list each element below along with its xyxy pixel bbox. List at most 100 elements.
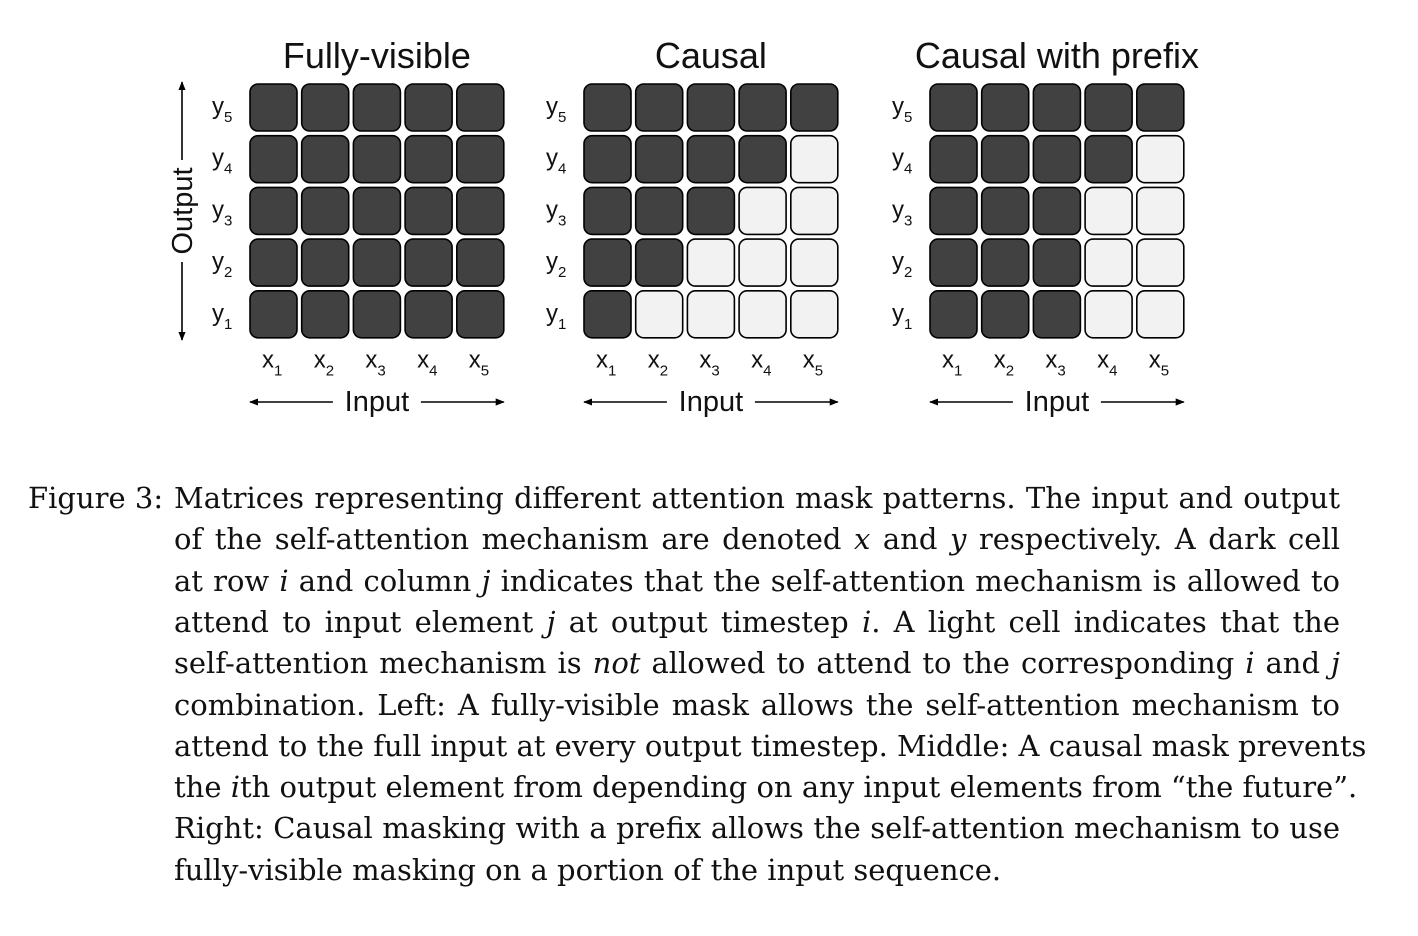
column-label: x3	[699, 347, 719, 380]
mask-cell-visible	[634, 134, 684, 184]
mask-cell-visible	[404, 134, 453, 184]
mask-panel-2: Causal y5 y4 y3 y2 y1 x1 x2 x3 x4 x5 Input	[546, 35, 839, 418]
mask-cell-visible	[455, 83, 505, 132]
row-label: y1	[892, 300, 912, 333]
mask-cell-masked	[738, 289, 787, 339]
mask-cell-masked	[686, 289, 736, 339]
mask-cell-visible	[455, 186, 505, 236]
mask-cell-visible	[249, 238, 298, 287]
mask-cell-masked	[1136, 238, 1185, 287]
caption-line: Matrices representing different attentio…	[174, 481, 1340, 515]
mask-cell-visible	[980, 186, 1030, 236]
caption-label: Figure 3:	[28, 481, 164, 515]
mask-cell-visible	[1032, 83, 1082, 132]
column-label: x2	[648, 347, 668, 380]
caption-line: fully-visible masking on a portion of th…	[174, 852, 1002, 887]
column-label: x4	[417, 347, 437, 380]
mask-cell-visible	[583, 186, 632, 236]
column-label: x4	[751, 347, 771, 380]
mask-cell-visible	[980, 238, 1030, 287]
row-label: y5	[892, 93, 912, 126]
caption-line: of the self-attention mechanism are deno…	[174, 522, 1341, 557]
mask-cell-visible	[929, 238, 978, 287]
mask-cell-visible	[300, 83, 350, 132]
mask-cell-visible	[249, 289, 298, 339]
mask-cell-masked	[789, 186, 839, 236]
mask-cell-visible	[980, 83, 1030, 132]
mask-cell-visible	[929, 83, 978, 132]
mask-cell-visible	[249, 186, 298, 236]
caption-line: combination. Left: A fully-visible mask …	[174, 687, 1340, 722]
mask-cell-visible	[404, 289, 453, 339]
mask-cell-visible	[300, 186, 350, 236]
mask-cell-visible	[249, 83, 298, 132]
row-label: y2	[212, 248, 232, 281]
attention-mask-figure: Fully-visible y5 y4 y3 y2 y1 x1 x2 x3 x4 x5 Input Ca…	[167, 35, 1199, 418]
row-label: y4	[212, 145, 232, 178]
mask-cell-visible	[686, 83, 736, 132]
mask-cell-visible	[352, 186, 402, 236]
mask-cell-visible	[980, 134, 1030, 184]
column-label: x1	[942, 347, 962, 380]
panel-title: Causal with prefix	[915, 35, 1199, 76]
mask-cell-visible	[686, 186, 736, 236]
mask-cell-visible	[352, 134, 402, 184]
mask-cell-masked	[686, 238, 736, 287]
row-label: y4	[892, 145, 912, 178]
column-label: x1	[596, 347, 616, 380]
mask-cell-visible	[455, 134, 505, 184]
row-label: y2	[546, 248, 566, 281]
mask-cell-masked	[1084, 238, 1133, 287]
column-label: x3	[365, 347, 385, 380]
mask-cell-visible	[352, 83, 402, 132]
mask-cell-visible	[455, 238, 505, 287]
row-label: y1	[212, 300, 232, 333]
mask-cell-visible	[583, 238, 632, 287]
input-axis-label: Input	[1025, 386, 1090, 418]
mask-cell-visible	[1084, 83, 1133, 132]
output-axis-label: Output	[167, 167, 199, 254]
mask-cell-visible	[352, 238, 402, 287]
mask-cell-visible	[929, 289, 978, 339]
mask-cell-visible	[300, 238, 350, 287]
column-label: x1	[262, 347, 282, 380]
mask-cell-visible	[929, 186, 978, 236]
mask-cell-visible	[249, 134, 298, 184]
mask-cell-visible	[1084, 134, 1133, 184]
mask-cell-visible	[738, 83, 787, 132]
mask-cell-visible	[686, 134, 736, 184]
mask-cell-visible	[404, 186, 453, 236]
caption-line: self-attention mechanism is not allowed …	[174, 646, 1340, 681]
mask-cell-visible	[352, 289, 402, 339]
mask-cell-masked	[789, 289, 839, 339]
input-axis-label: Input	[345, 386, 410, 418]
row-label: y5	[546, 93, 566, 126]
column-label: x5	[1149, 347, 1169, 380]
row-label: y3	[546, 196, 566, 229]
mask-cell-masked	[1136, 186, 1185, 236]
mask-cell-visible	[1032, 238, 1082, 287]
mask-cell-masked	[789, 238, 839, 287]
mask-cell-visible	[1136, 83, 1185, 132]
caption-line: attend to input element j at output time…	[174, 604, 1340, 639]
mask-cell-visible	[300, 289, 350, 339]
mask-cell-visible	[634, 238, 684, 287]
mask-cell-visible	[929, 134, 978, 184]
mask-panel-1: Fully-visible y5 y4 y3 y2 y1 x1 x2 x3 x4 x5 Input	[212, 35, 505, 418]
caption-line: the ith output element from depending on…	[174, 770, 1358, 805]
mask-cell-masked	[1084, 289, 1133, 339]
input-axis-label: Input	[679, 386, 744, 418]
mask-cell-masked	[789, 134, 839, 184]
panel-title: Fully-visible	[283, 35, 471, 76]
row-label: y2	[892, 248, 912, 281]
mask-cell-visible	[738, 134, 787, 184]
mask-cell-masked	[634, 289, 684, 339]
caption-line: at row i and column j indicates that the…	[174, 563, 1340, 598]
panel-title: Causal	[655, 35, 767, 76]
mask-cell-masked	[1084, 186, 1133, 236]
mask-cell-visible	[634, 83, 684, 132]
mask-cell-visible	[980, 289, 1030, 339]
column-label: x2	[314, 347, 334, 380]
row-label: y3	[212, 196, 232, 229]
